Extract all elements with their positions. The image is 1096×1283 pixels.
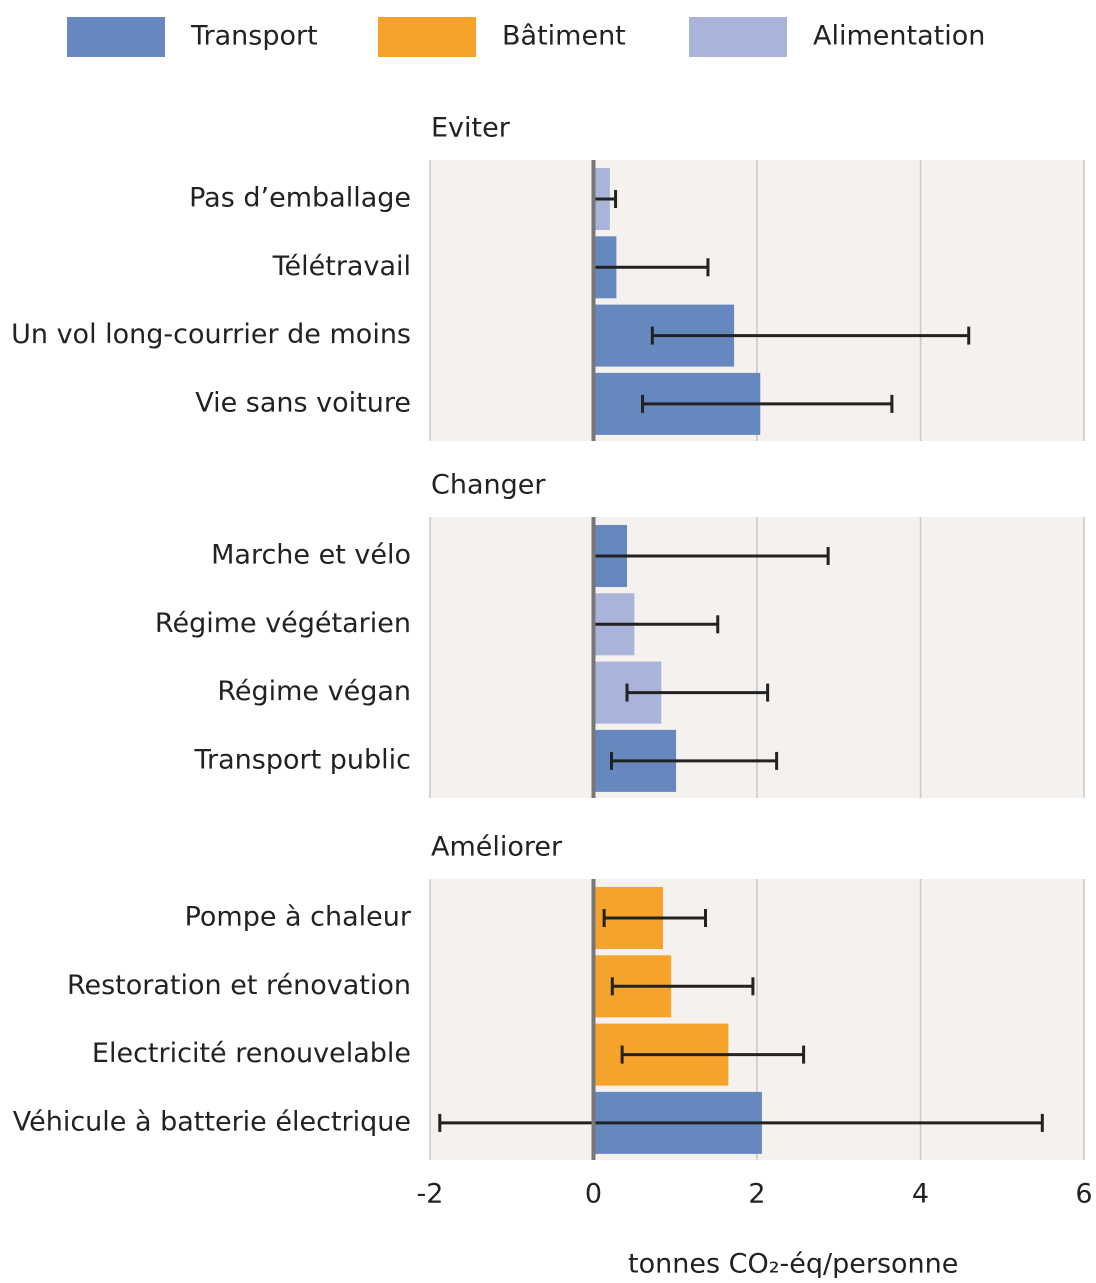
error-bar: [438, 1113, 1044, 1132]
category-label: Restoration et rénovation: [67, 970, 411, 1001]
panel-title: Eviter: [431, 113, 511, 144]
error-bar: [620, 1045, 806, 1064]
x-axis-label: tonnes CO₂-éq/personne: [628, 1249, 958, 1280]
category-label: Pompe à chaleur: [185, 902, 412, 933]
x-tick-label: 0: [585, 1179, 602, 1210]
legend-swatch: [689, 17, 787, 57]
category-label: Transport public: [193, 744, 411, 775]
error-bar: [610, 977, 755, 996]
category-label: Electricité renouvelable: [92, 1038, 411, 1069]
legend-label: Transport: [190, 21, 318, 52]
x-tick-label: 6: [1075, 1179, 1092, 1210]
x-tick-label: 4: [912, 1179, 929, 1210]
legend-label: Bâtiment: [502, 21, 626, 52]
error-bar: [650, 326, 971, 345]
category-label: Marche et vélo: [211, 540, 411, 571]
error-bar: [625, 683, 770, 702]
category-label: Télétravail: [272, 251, 411, 282]
error-bar: [609, 751, 779, 770]
legend-label: Alimentation: [813, 21, 985, 52]
panel-title: Améliorer: [431, 832, 563, 863]
category-label: Un vol long-courrier de moins: [11, 319, 411, 350]
panel-title: Changer: [431, 470, 546, 501]
legend-swatch: [378, 17, 476, 57]
error-bar: [641, 394, 894, 413]
legend-swatch: [67, 17, 165, 57]
error-bar: [602, 909, 707, 927]
category-label: Véhicule à batterie électrique: [13, 1106, 411, 1137]
category-label: Régime végan: [217, 676, 411, 707]
category-label: Régime végétarien: [155, 608, 411, 639]
x-tick-label: 2: [748, 1179, 765, 1210]
x-tick-label: -2: [417, 1179, 444, 1210]
category-label: Pas d’emballage: [189, 183, 411, 214]
category-label: Vie sans voiture: [195, 387, 411, 418]
